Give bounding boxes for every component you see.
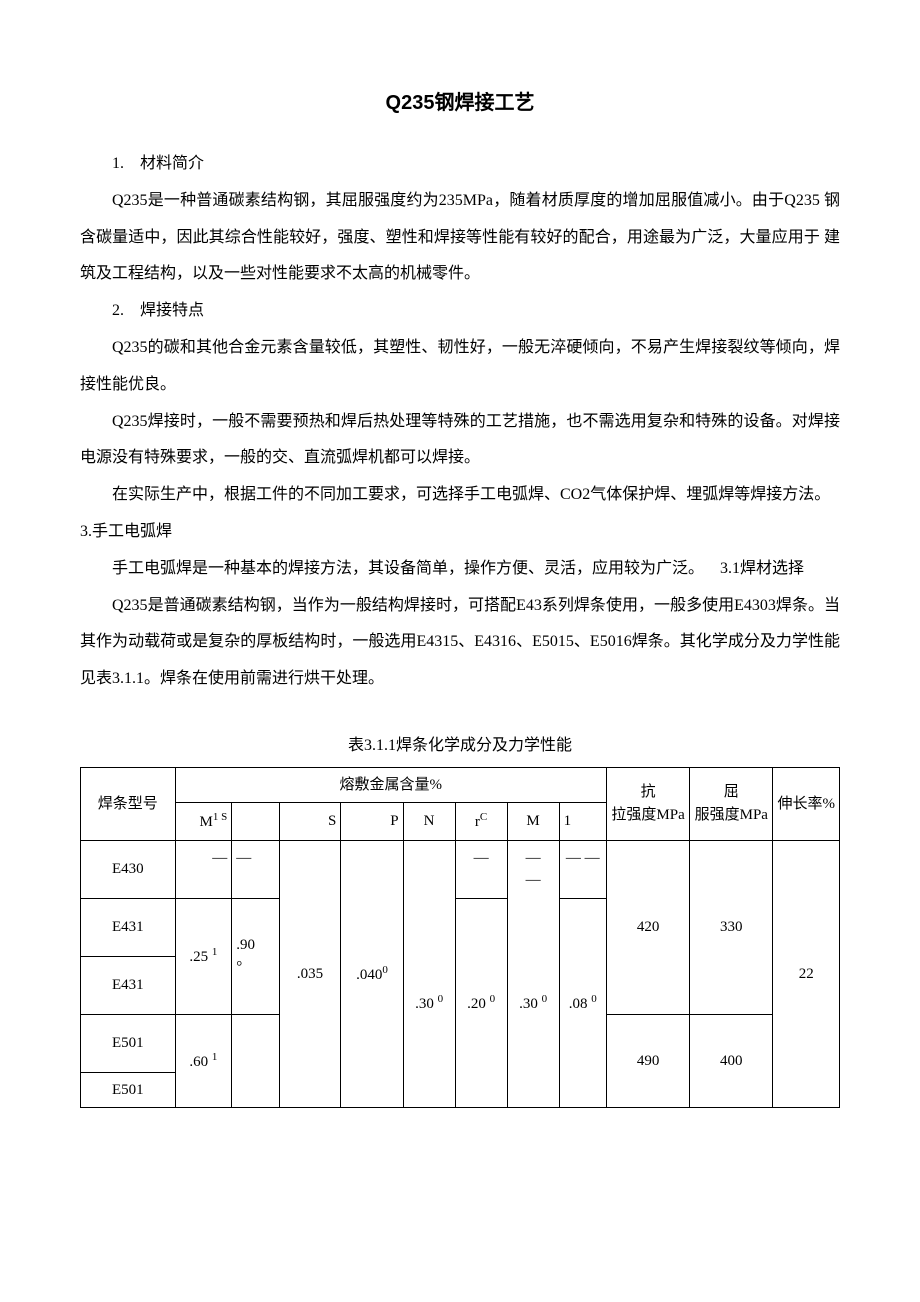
cell-cr-1: — bbox=[455, 840, 507, 898]
cell-l-sup: 0 bbox=[591, 993, 597, 1005]
table-row: E430 — — .035 .0400 — — — — — 420 330 22 bbox=[81, 840, 840, 898]
col-mn: M1 S bbox=[175, 803, 232, 841]
section-2-title: 焊接特点 bbox=[140, 302, 204, 319]
col-l: 1 bbox=[559, 803, 606, 841]
section-2-body-3: 在实际生产中，根据工件的不同加工要求，可选择手工电弧焊、CO2气体保护焊、埋弧焊… bbox=[80, 477, 840, 514]
cell-mn-25-sup: 1 bbox=[212, 946, 218, 958]
section-1-heading: 1. 材料简介 bbox=[80, 146, 840, 183]
cell-mo-val: .30 bbox=[519, 996, 538, 1012]
section-1-body: Q235是一种普通碳素结构钢，其屈服强度约为235MPa，随着材质厚度的增加屈服… bbox=[80, 183, 840, 293]
cell-mo-sup: 0 bbox=[542, 993, 548, 1005]
col-ni: N bbox=[403, 803, 455, 841]
cell-l-val: .08 bbox=[569, 996, 588, 1012]
cell-mn-1: — bbox=[175, 840, 232, 898]
section-2-body-1: Q235的碳和其他合金元素含量较低，其塑性、韧性好，一般无淬硬倾向，不易产生焊接… bbox=[80, 330, 840, 404]
section-3-body-1b: 3.1焊材选择 bbox=[720, 560, 804, 577]
cell-mo-merged: .30 0 bbox=[507, 898, 559, 1108]
cell-si-empty bbox=[232, 1014, 279, 1108]
cell-model-5: E501 bbox=[81, 1072, 176, 1108]
cell-mn-60: .60 1 bbox=[175, 1014, 232, 1108]
col-mn-text: M bbox=[199, 814, 212, 830]
cell-p-merged: .0400 bbox=[341, 840, 403, 1108]
cell-mo-1-dash1: — bbox=[526, 850, 541, 866]
section-2-num: 2. bbox=[112, 302, 124, 319]
cell-si-90-deg: ° bbox=[236, 959, 242, 975]
section-2-heading: 2. 焊接特点 bbox=[80, 293, 840, 330]
cell-si-1: — bbox=[232, 840, 279, 898]
cell-mo-1: — — bbox=[507, 840, 559, 898]
cell-ni-merged: .30 0 bbox=[403, 898, 455, 1108]
cell-model-3: E431 bbox=[81, 956, 176, 1014]
col-model: 焊条型号 bbox=[81, 767, 176, 840]
cell-l-1: — — bbox=[559, 840, 606, 898]
col-cr-sup: C bbox=[480, 811, 487, 823]
col-cr: rC bbox=[455, 803, 507, 841]
col-tensile-1: 抗 bbox=[641, 784, 656, 800]
cell-cr-val: .20 bbox=[467, 996, 486, 1012]
cell-elong-22: 22 bbox=[773, 840, 840, 1108]
cell-mn-25: .25 1 bbox=[175, 898, 232, 1014]
cell-mn-25-val: .25 bbox=[189, 949, 208, 965]
col-mo: M bbox=[507, 803, 559, 841]
col-tensile-2: 拉强度MPa bbox=[611, 807, 684, 823]
section-3-body-2: Q235是普通碳素结构钢，当作为一般结构焊接时，可搭配E43系列焊条使用，一般多… bbox=[80, 588, 840, 698]
cell-model-1: E430 bbox=[81, 840, 176, 898]
section-1-title: 材料简介 bbox=[140, 155, 204, 172]
cell-ni-val: .30 bbox=[415, 996, 434, 1012]
table-header-row-1: 焊条型号 熔敷金属含量% 抗 拉强度MPa 屈 服强度MPa 伸长率% bbox=[81, 767, 840, 803]
col-p: P bbox=[341, 803, 403, 841]
cell-p-sup: 0 bbox=[382, 964, 388, 976]
cell-model-2: E431 bbox=[81, 898, 176, 956]
cell-tensile-420: 420 bbox=[606, 840, 689, 1014]
cell-cr-sup: 0 bbox=[490, 993, 496, 1005]
cell-s-merged: .035 bbox=[279, 840, 341, 1108]
cell-cr-merged: .20 0 bbox=[455, 898, 507, 1108]
cell-yield-330: 330 bbox=[690, 840, 773, 1014]
cell-si-90: .90 ° bbox=[232, 898, 279, 1014]
cell-ni-1 bbox=[403, 840, 455, 898]
section-3-body-1a: 手工电弧焊是一种基本的焊接方法，其设备简单，操作方便、灵活，应用较为广泛。 bbox=[112, 560, 704, 577]
table-caption: 表3.1.1焊条化学成分及力学性能 bbox=[80, 728, 840, 765]
col-yield: 屈 服强度MPa bbox=[690, 767, 773, 840]
page-title: Q235钢焊接工艺 bbox=[80, 80, 840, 126]
col-yield-1: 屈 bbox=[724, 784, 739, 800]
welding-rod-table: 焊条型号 熔敷金属含量% 抗 拉强度MPa 屈 服强度MPa 伸长率% M1 S… bbox=[80, 767, 840, 1109]
section-2-body-2: Q235焊接时，一般不需要预热和焊后热处理等特殊的工艺措施，也不需选用复杂和特殊… bbox=[80, 404, 840, 478]
section-3-body-1: 手工电弧焊是一种基本的焊接方法，其设备简单，操作方便、灵活，应用较为广泛。 3.… bbox=[80, 551, 840, 588]
col-composition-group: 熔敷金属含量% bbox=[175, 767, 606, 803]
col-s: S bbox=[279, 803, 341, 841]
cell-mo-1-dash2: — bbox=[526, 872, 541, 888]
col-si bbox=[232, 803, 279, 841]
cell-mn-60-val: .60 bbox=[189, 1054, 208, 1070]
col-tensile: 抗 拉强度MPa bbox=[606, 767, 689, 840]
col-mn-sup: 1 S bbox=[213, 811, 227, 823]
cell-ni-sup: 0 bbox=[438, 993, 444, 1005]
section-1-num: 1. bbox=[112, 155, 124, 172]
section-3-heading: 3.手工电弧焊 bbox=[80, 514, 840, 551]
cell-p-val: .040 bbox=[356, 967, 382, 983]
cell-yield-400: 400 bbox=[690, 1014, 773, 1108]
cell-si-90-val: .90 bbox=[236, 937, 255, 953]
cell-mn-60-sup: 1 bbox=[212, 1051, 218, 1063]
cell-l-merged: .08 0 bbox=[559, 898, 606, 1108]
col-yield-2: 服强度MPa bbox=[695, 807, 768, 823]
col-elongation: 伸长率% bbox=[773, 767, 840, 840]
cell-tensile-490: 490 bbox=[606, 1014, 689, 1108]
cell-model-4: E501 bbox=[81, 1014, 176, 1072]
